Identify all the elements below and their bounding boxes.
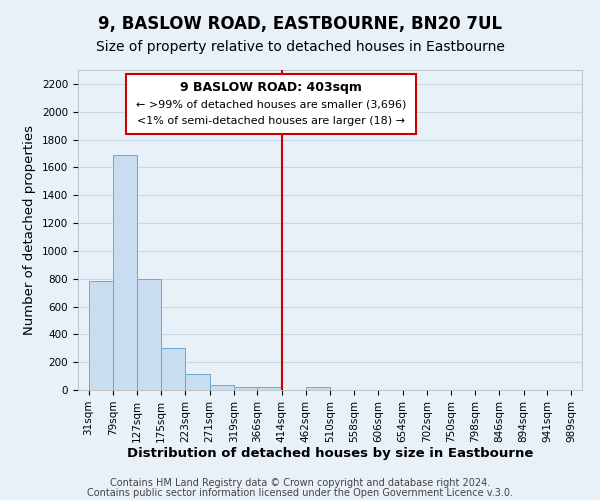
Text: ← >99% of detached houses are smaller (3,696): ← >99% of detached houses are smaller (3… <box>136 99 406 109</box>
FancyBboxPatch shape <box>126 74 416 134</box>
Text: Contains HM Land Registry data © Crown copyright and database right 2024.: Contains HM Land Registry data © Crown c… <box>110 478 490 488</box>
Bar <box>161 348 185 390</box>
Bar <box>209 385 234 390</box>
Bar <box>234 386 258 390</box>
Text: <1% of semi-detached houses are larger (18) →: <1% of semi-detached houses are larger (… <box>137 116 405 126</box>
Bar <box>185 374 209 390</box>
Bar <box>137 278 161 390</box>
Bar <box>89 282 113 390</box>
Text: 9 BASLOW ROAD: 403sqm: 9 BASLOW ROAD: 403sqm <box>180 81 362 94</box>
Bar <box>306 387 330 390</box>
Text: 9, BASLOW ROAD, EASTBOURNE, BN20 7UL: 9, BASLOW ROAD, EASTBOURNE, BN20 7UL <box>98 15 502 33</box>
X-axis label: Distribution of detached houses by size in Eastbourne: Distribution of detached houses by size … <box>127 448 533 460</box>
Bar <box>257 387 281 390</box>
Y-axis label: Number of detached properties: Number of detached properties <box>23 125 37 335</box>
Bar <box>113 155 137 390</box>
Text: Size of property relative to detached houses in Eastbourne: Size of property relative to detached ho… <box>95 40 505 54</box>
Text: Contains public sector information licensed under the Open Government Licence v.: Contains public sector information licen… <box>87 488 513 498</box>
